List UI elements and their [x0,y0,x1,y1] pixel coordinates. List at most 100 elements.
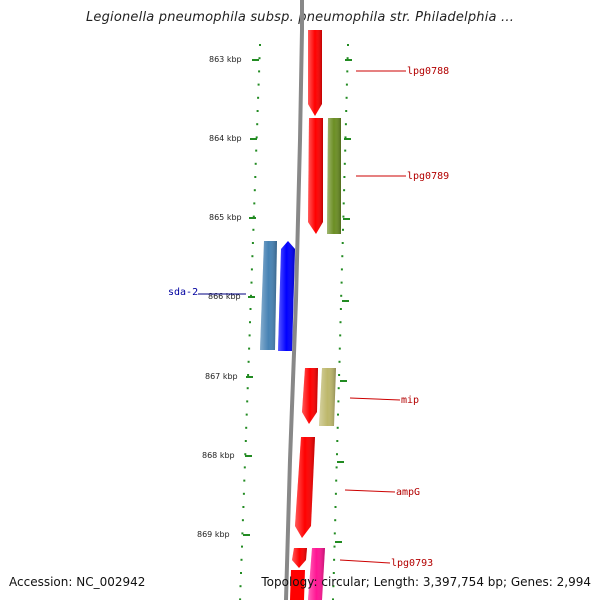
guide-dot [344,123,347,126]
guide-dot [333,545,336,548]
guide-dot [247,360,250,363]
guide-dot [246,387,249,390]
tick-mark [243,534,250,536]
guide-dot [343,176,346,178]
guide-dot [336,453,338,456]
guide-dot [247,374,250,376]
guide-dot [250,281,253,284]
gene-features[interactable] [260,30,341,600]
tick-mark [250,138,257,140]
guide-dot [253,189,256,192]
gene-feature[interactable] [308,548,325,600]
guide-dot [334,492,337,495]
guide-dot [244,440,247,442]
guide-dot [335,466,338,469]
guide-dot [345,96,348,99]
guide-dot [342,228,344,231]
guide-dot [248,347,251,350]
guide-dot [340,281,343,284]
tick-label: 866 kbp [208,292,241,301]
position-ticks: 863 kbp 864 kbp 865 kbp 866 kbp 867 kbp … [197,55,352,543]
guide-dot [341,255,344,258]
guide-dot [339,321,342,324]
gene-feature-lpg0788[interactable] [308,118,323,234]
tick-mark [245,455,252,457]
guide-dot [346,57,349,60]
gene-feature[interactable] [308,30,322,116]
guide-dot [334,519,337,522]
guide-dot [337,387,340,390]
gene-feature-ampG[interactable] [295,437,315,538]
guide-dot [338,360,341,363]
gene-feature[interactable] [278,241,295,351]
gene-feature-lpg0793[interactable] [290,548,307,600]
gene-label: sda-2 [168,287,198,298]
guide-dot [258,57,261,60]
tick-label: 865 kbp [209,213,242,222]
guide-dot [245,413,248,416]
gene-feature-lpg0789[interactable] [327,118,341,234]
gene-label: lpg0793 [391,558,433,569]
tick-mark [342,300,349,302]
gene-label: lpg0789 [407,171,449,182]
guide-dot [255,136,258,139]
guide-dot [338,374,341,376]
guide-dot [254,162,257,165]
tick-mark [340,380,347,382]
guide-dot [255,149,258,152]
label-leader [339,559,391,564]
guide-dot [252,215,255,218]
tick-label: 867 kbp [205,372,238,381]
guide-dot [344,149,347,152]
guide-dot [246,400,249,403]
guide-dot [243,466,246,469]
tick-mark [337,461,344,463]
guide-dot [242,506,245,508]
label-leader [344,489,396,493]
guide-dot [336,440,339,442]
guide-dot [250,294,252,297]
guide-dot [254,176,257,178]
label-leader [349,397,401,401]
guide-dot [332,585,335,588]
guide-dot [332,598,334,600]
tick-mark [343,218,350,220]
gene-feature-mip[interactable] [302,368,318,424]
guide-dot [243,479,246,482]
accession-text: Accession: NC_002942 [9,575,146,589]
guide-dot [249,308,252,310]
guide-dot [244,453,247,456]
guide-dot [332,572,335,574]
gene-label: lpg0788 [407,66,449,77]
guide-dot [240,572,242,574]
sequence-backbone [284,0,304,600]
guide-dot [249,321,251,324]
right-dotted-guide [332,44,349,600]
guide-dot [341,242,344,244]
tick-mark [344,138,351,140]
guide-dot [259,44,261,46]
genome-title: Legionella pneumophila subsp. pneumophil… [85,10,515,25]
genome-summary-text: Topology: circular; Length: 3,397,754 bp… [261,575,591,589]
tick-mark [335,541,342,543]
guide-dot [248,334,251,337]
guide-dot [334,506,337,508]
gene-feature[interactable] [319,368,336,426]
guide-dot [343,189,346,192]
guide-dot [239,585,242,588]
gene-feature-sda-2[interactable] [260,241,277,350]
guide-dot [251,242,254,244]
guide-dot [245,426,248,429]
guide-dot [337,400,340,403]
tick-mark [252,59,259,61]
tick-mark [249,217,256,219]
tick-mark [248,296,255,298]
tick-label: 863 kbp [209,55,242,64]
guide-dot [344,136,347,139]
guide-dot [343,162,346,165]
tick-label: 869 kbp [197,530,230,539]
guide-dot [240,558,243,561]
guide-dot [345,83,348,86]
guide-dot [339,334,342,337]
